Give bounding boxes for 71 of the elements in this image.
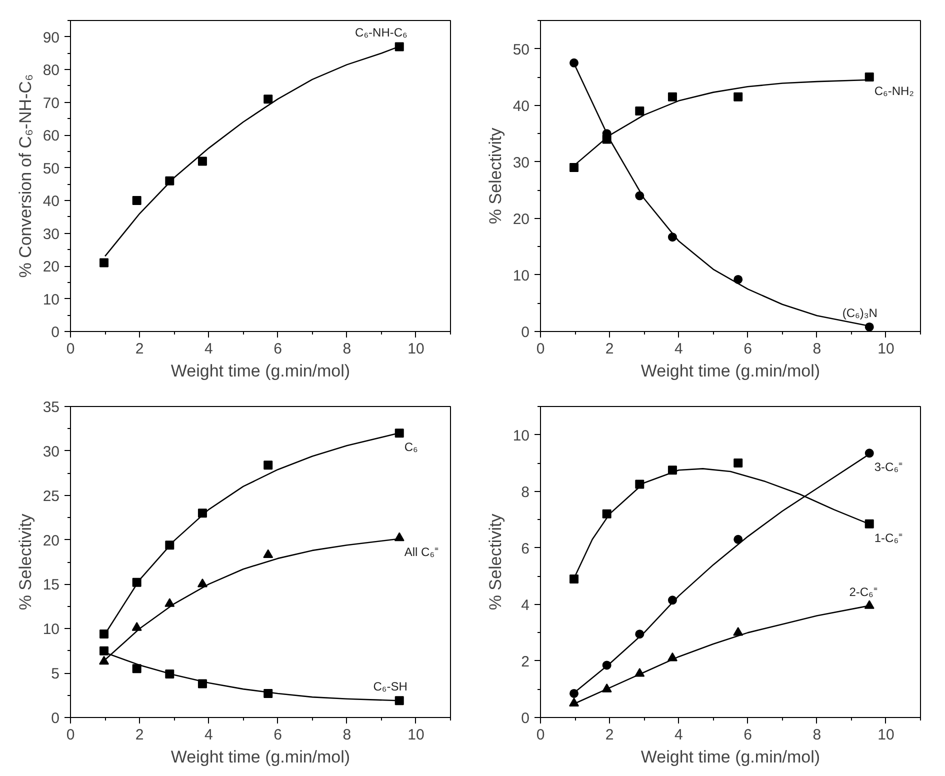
y-tick-label: 0 [521, 324, 530, 341]
series-label: C₆ [404, 440, 418, 454]
y-axis-title: % Conversion of C₆-NH-C₆ [16, 74, 35, 278]
y-tick-label: 30 [512, 154, 530, 172]
y-tick-label: 10 [42, 621, 60, 638]
y-axis-title: % Selectivity [486, 513, 505, 610]
x-tick-label: 0 [66, 726, 75, 744]
x-tick-label: 8 [812, 726, 822, 744]
x-tick-label: 8 [342, 340, 352, 358]
x-tick-label: 10 [878, 340, 894, 358]
x-tick-label: 10 [408, 726, 424, 744]
y-tick-label: 20 [512, 210, 530, 228]
y-tick-label: 70 [42, 94, 60, 112]
series-label: All C₆⁼ [404, 545, 439, 560]
x-tick-label: 4 [674, 340, 683, 358]
x-tick-label: 2 [135, 340, 144, 358]
x-axis-title: Weight time (g.min/mol) [170, 362, 350, 380]
y-tick-label: 30 [42, 443, 60, 460]
y-tick-label: 0 [51, 710, 60, 727]
y-tick-label: 6 [521, 540, 530, 558]
y-tick-label: 5 [51, 666, 60, 683]
x-tick-label: 2 [135, 726, 144, 744]
series-label: 3-C₆⁼ [874, 460, 903, 474]
y-tick-label: 20 [42, 258, 60, 276]
x-tick-label: 4 [204, 726, 213, 744]
x-tick-label: 0 [66, 340, 75, 358]
y-tick-label: 40 [512, 98, 530, 115]
x-tick-label: 10 [408, 340, 424, 358]
x-axis-title: Weight time (g.min/mol) [640, 748, 820, 766]
y-tick-label: 35 [42, 399, 60, 416]
y-tick-label: 2 [521, 653, 530, 670]
x-tick-label: 10 [878, 726, 894, 744]
x-tick-label: 4 [674, 726, 683, 744]
y-tick-label: 10 [512, 267, 530, 284]
x-axis-title: Weight time (g.min/mol) [640, 362, 820, 380]
x-tick-label: 2 [605, 340, 614, 358]
x-tick-label: 2 [605, 726, 614, 744]
y-tick-label: 50 [512, 41, 530, 58]
y-tick-label: 60 [42, 128, 60, 145]
y-tick-label: 50 [42, 160, 60, 178]
y-tick-label: 8 [521, 484, 530, 501]
y-tick-label: 0 [521, 710, 530, 727]
series-label: C₆-SH [373, 680, 408, 694]
y-axis-title: % Selectivity [486, 127, 505, 224]
y-tick-label: 0 [51, 324, 60, 341]
x-tick-label: 6 [744, 726, 752, 744]
y-tick-label: 10 [42, 291, 60, 308]
series-label: (C₆)₃N [842, 306, 878, 320]
y-tick-label: 80 [42, 62, 60, 80]
series-label: C₆-NH₂ [874, 84, 914, 98]
x-tick-label: 0 [536, 726, 545, 744]
x-tick-label: 6 [274, 340, 282, 358]
x-tick-label: 6 [274, 726, 282, 744]
y-tick-label: 4 [521, 596, 530, 614]
y-tick-label: 40 [42, 193, 60, 210]
x-tick-label: 4 [204, 340, 213, 358]
series-label: 1-C₆⁼ [874, 530, 903, 545]
x-axis-title: Weight time (g.min/mol) [170, 748, 350, 766]
y-tick-label: 20 [42, 532, 60, 550]
y-axis-title: % Selectivity [16, 513, 35, 610]
x-tick-label: 0 [536, 340, 545, 358]
y-tick-label: 90 [42, 29, 60, 46]
y-tick-label: 30 [42, 226, 60, 243]
x-tick-label: 8 [812, 340, 822, 358]
y-tick-label: 10 [512, 427, 530, 444]
x-tick-label: 6 [744, 340, 752, 358]
series-label: 2-C₆⁼ [849, 584, 878, 599]
series-label: C₆-NH-C₆ [355, 26, 408, 40]
y-tick-label: 15 [42, 576, 60, 594]
x-tick-label: 8 [342, 726, 352, 744]
y-tick-label: 25 [42, 488, 60, 505]
